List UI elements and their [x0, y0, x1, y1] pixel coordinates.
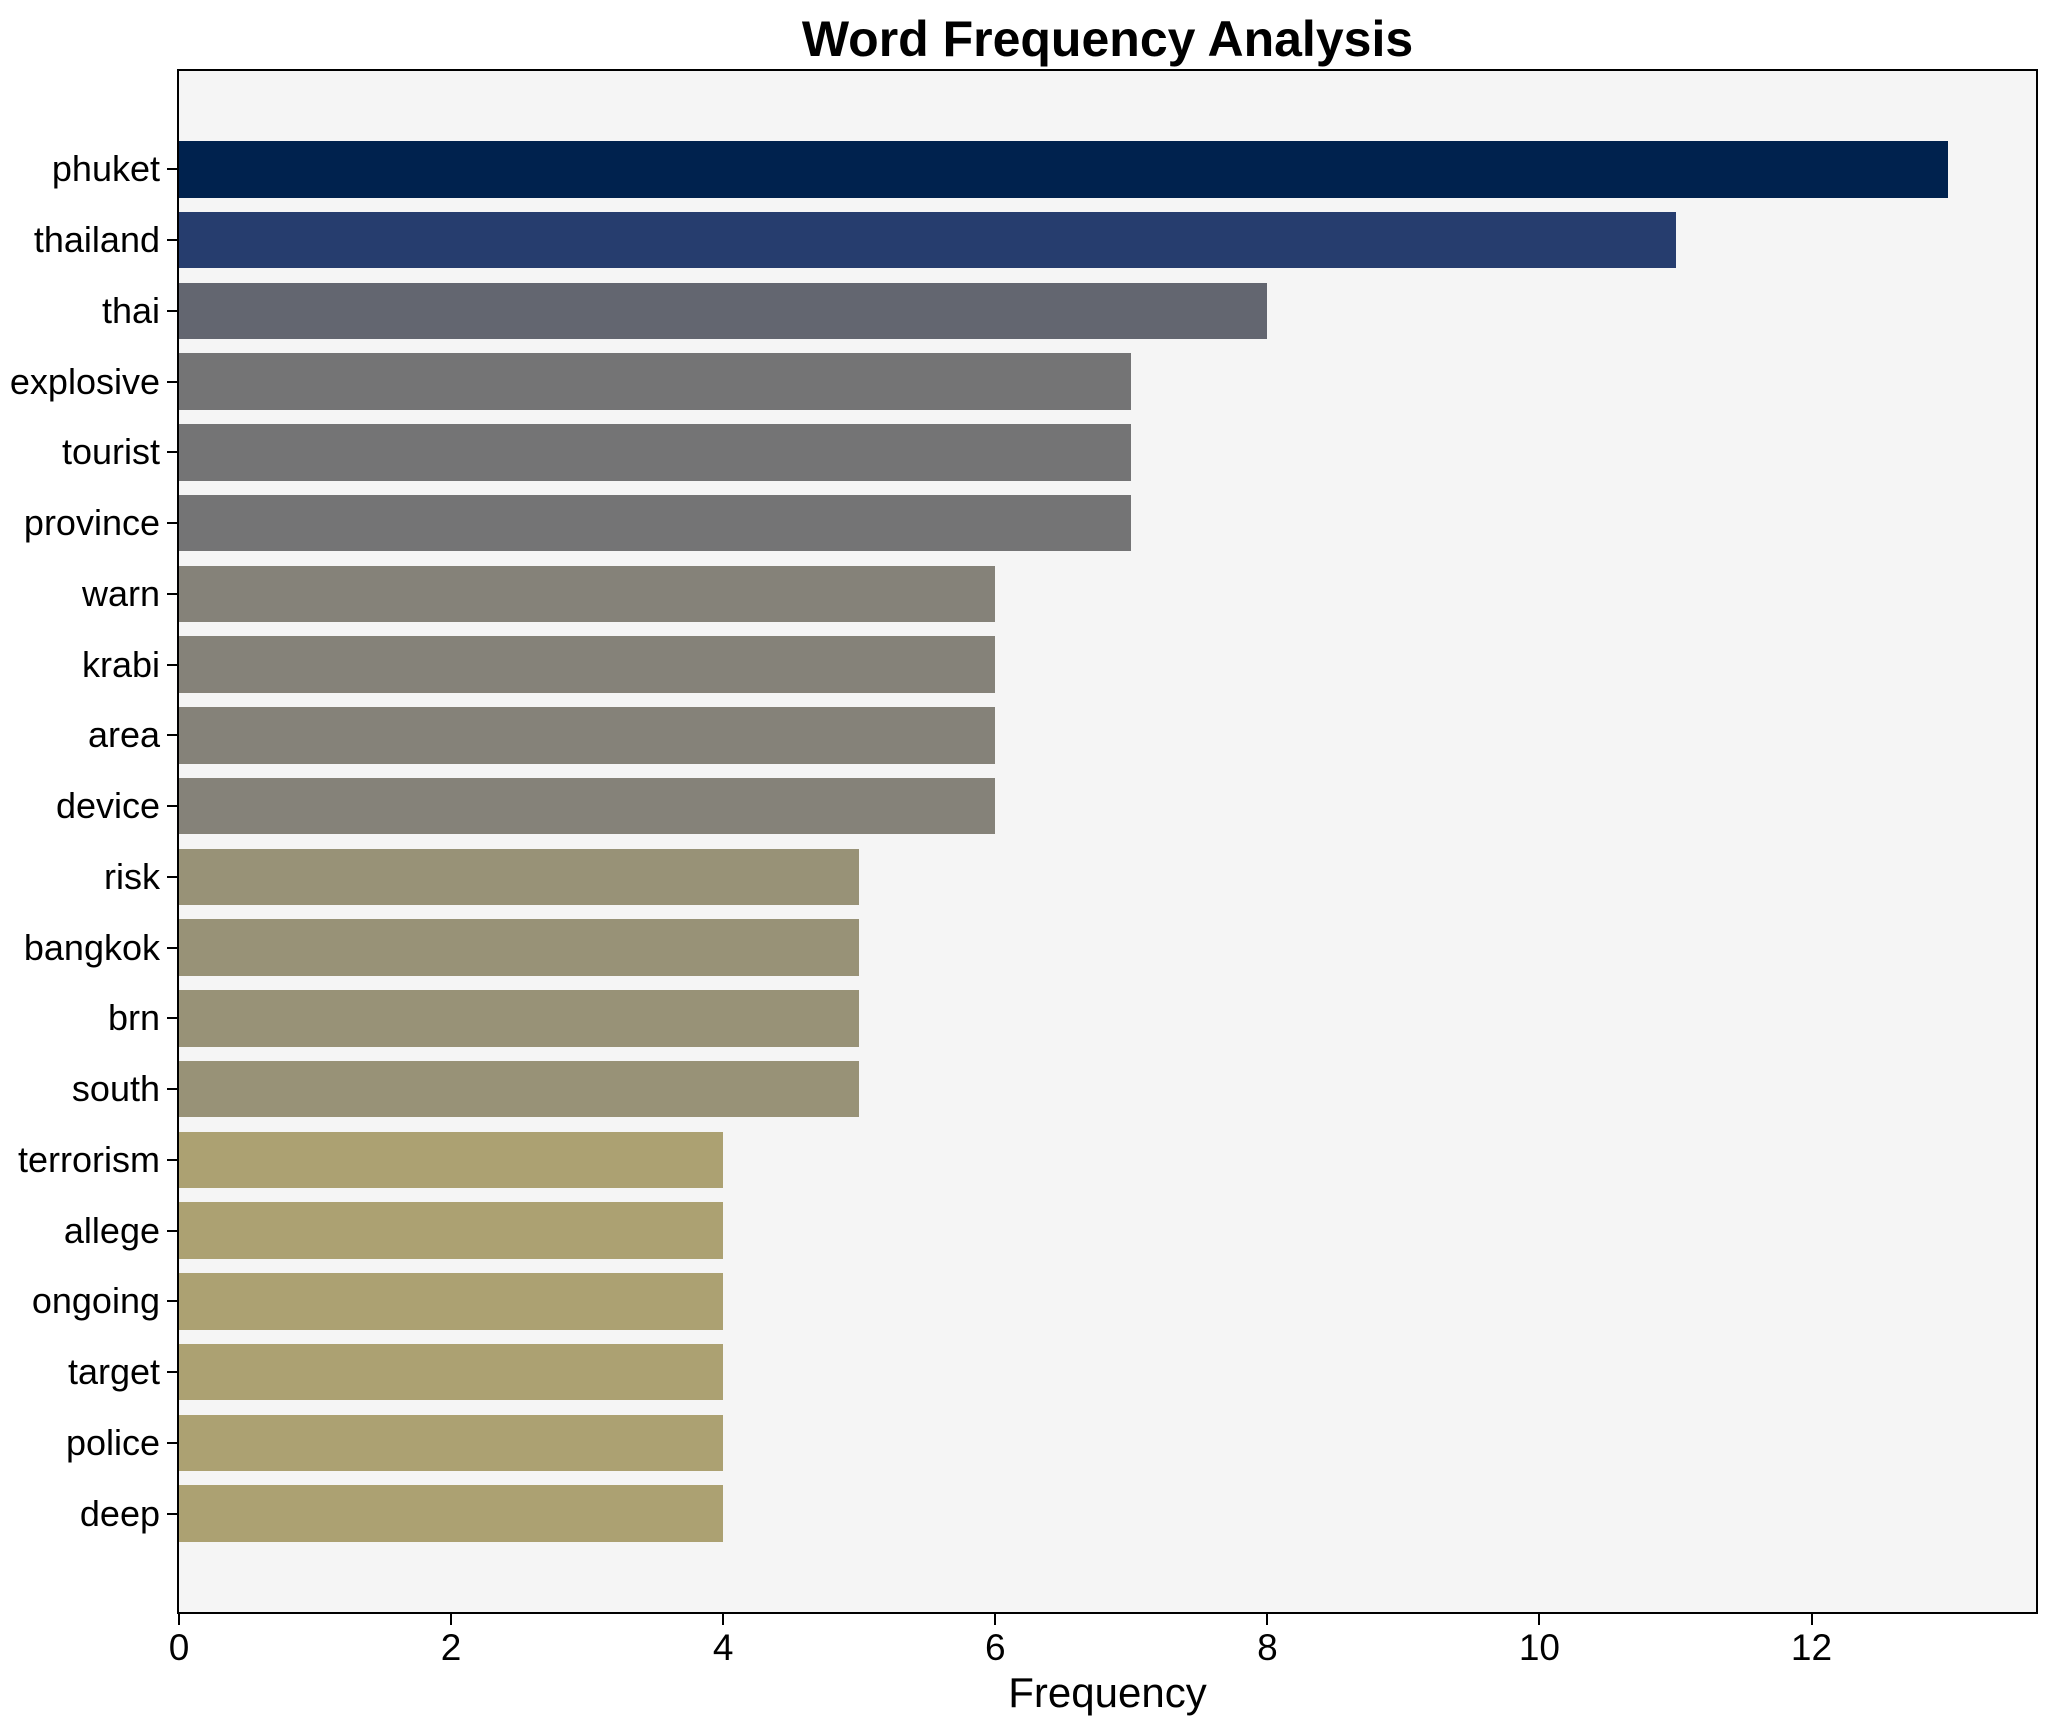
y-tick-label-explosive: explosive: [9, 360, 160, 402]
y-tick-label-tourist: tourist: [61, 431, 160, 473]
y-tick-mark: [167, 875, 177, 878]
y-tick-mark: [167, 592, 177, 595]
y-tick-mark: [167, 1017, 177, 1020]
x-tick-mark: [178, 1614, 180, 1625]
y-tick-mark: [167, 522, 177, 525]
y-tick-mark: [167, 1441, 177, 1444]
y-tick-label-province: province: [23, 502, 160, 544]
y-tick-label-thailand: thailand: [33, 219, 160, 261]
bar-device: [179, 777, 996, 835]
x-tick-label-8: 8: [1257, 1627, 1278, 1668]
y-tick-mark: [167, 380, 177, 383]
x-tick-label-0: 0: [168, 1627, 190, 1668]
bar-south: [179, 1060, 860, 1118]
y-tick-mark: [167, 239, 177, 242]
y-tick-label-device: device: [55, 785, 160, 827]
bar-brn: [179, 990, 860, 1047]
y-tick-label-ongoing: ongoing: [31, 1280, 160, 1322]
bar-deep: [179, 1485, 724, 1542]
x-tick-label-4: 4: [712, 1627, 734, 1668]
bar-explosive: [179, 353, 1132, 410]
y-tick-label-target: target: [67, 1351, 160, 1393]
y-tick-label-south: south: [71, 1068, 160, 1110]
y-tick-mark: [167, 663, 177, 666]
y-tick-label-brn: brn: [107, 997, 160, 1039]
bar-police: [179, 1414, 724, 1472]
bar-target: [179, 1343, 724, 1401]
bar-tourist: [179, 424, 1132, 481]
y-tick-mark: [167, 734, 177, 737]
bar-risk: [179, 848, 860, 906]
bar-province: [179, 494, 1132, 552]
y-tick-mark: [167, 1512, 177, 1515]
y-tick-label-warn: warn: [81, 572, 160, 614]
bar-bangkok: [179, 919, 860, 976]
y-tick-label-terrorism: terrorism: [18, 1138, 160, 1180]
y-tick-label-deep: deep: [79, 1492, 160, 1534]
chart-title: Word Frequency Analysis: [801, 11, 1414, 67]
x-tick-mark: [1538, 1614, 1541, 1625]
y-tick-mark: [167, 168, 177, 171]
x-tick-label-12: 12: [1790, 1627, 1833, 1668]
y-tick-label-area: area: [87, 714, 160, 756]
y-tick-label-risk: risk: [104, 855, 160, 897]
bar-allege: [179, 1202, 724, 1259]
x-tick-label-10: 10: [1518, 1627, 1560, 1668]
x-tick-mark: [722, 1614, 725, 1625]
bar-thailand: [179, 211, 1676, 269]
y-tick-label-phuket: phuket: [51, 148, 160, 190]
bar-area: [179, 707, 996, 764]
y-tick-mark: [167, 451, 177, 454]
y-tick-mark: [167, 1229, 177, 1232]
bar-thai: [179, 282, 1268, 340]
x-tick-label-2: 2: [440, 1627, 462, 1668]
x-axis-label: Frequency: [1008, 1669, 1207, 1716]
plot-area: [177, 69, 2038, 1614]
y-tick-mark: [167, 1158, 177, 1161]
bar-warn: [179, 565, 996, 623]
y-tick-label-police: police: [65, 1421, 160, 1463]
y-tick-mark: [167, 946, 177, 949]
y-tick-label-krabi: krabi: [81, 643, 160, 685]
y-tick-mark: [167, 1371, 177, 1374]
y-tick-mark: [167, 1300, 177, 1303]
x-tick-mark: [450, 1614, 453, 1625]
y-tick-label-thai: thai: [101, 289, 160, 331]
x-tick-mark: [1810, 1614, 1813, 1625]
x-tick-label-6: 6: [985, 1627, 1006, 1668]
y-tick-label-bangkok: bangkok: [23, 926, 160, 968]
bar-krabi: [179, 636, 996, 693]
bar-phuket: [179, 141, 1948, 198]
bar-ongoing: [179, 1273, 724, 1330]
y-tick-mark: [167, 1088, 177, 1091]
y-tick-mark: [167, 309, 177, 312]
x-tick-mark: [994, 1614, 997, 1625]
bar-terrorism: [179, 1131, 724, 1189]
y-tick-label-allege: allege: [63, 1209, 160, 1251]
y-tick-mark: [167, 805, 177, 808]
x-tick-mark: [1266, 1614, 1269, 1625]
